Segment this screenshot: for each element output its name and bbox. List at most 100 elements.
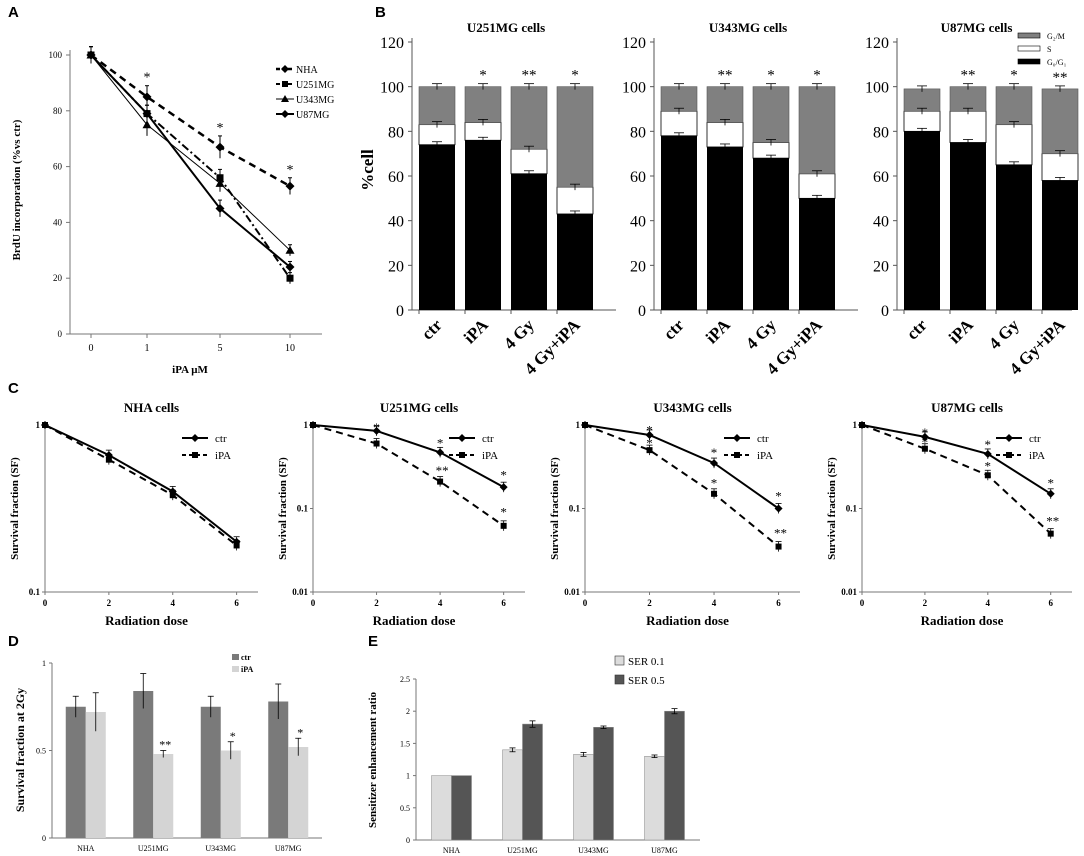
c-y-axis-title: Survival fraction (SF) [549, 457, 561, 560]
c-subplot-title: U251MG cells [380, 400, 458, 415]
d-legend-label: ctr [241, 653, 251, 662]
c-point-iPA [775, 543, 782, 550]
a-series-line-NHA [90, 53, 291, 188]
a-y-tick-label: 0 [58, 329, 63, 339]
b-y-tick-label: 20 [873, 258, 889, 275]
b-y-tick-label: 100 [622, 80, 646, 97]
d-legend-swatch [232, 666, 239, 672]
d-bar-iPA [288, 747, 309, 838]
c-x-tick-label: 4 [438, 598, 443, 608]
b-y-tick-label: 0 [881, 303, 889, 320]
b-legend-label: G₀/G₁ [1047, 58, 1067, 67]
c-significance-star: * [437, 436, 444, 451]
c-legend-label: ctr [215, 433, 227, 445]
c-point-iPA [711, 490, 718, 497]
e-bar-SER-0.1 [644, 756, 665, 841]
c-x-tick-label: 4 [170, 598, 175, 608]
e-bar-SER-0.5 [593, 727, 614, 841]
c-x-tick-label: 0 [311, 598, 316, 608]
c-series-line-ctr [861, 424, 1052, 495]
b-significance-star: ** [718, 68, 733, 84]
b-significance-star: * [571, 68, 579, 84]
b-bar-g2m [995, 86, 1033, 125]
a-point-U87MG [285, 262, 295, 272]
c-significance-star: ** [774, 526, 787, 541]
b-x-tick-label: ctr [660, 315, 688, 343]
c-significance-star: * [711, 445, 718, 460]
a-x-tick-label: 1 [145, 343, 150, 354]
c-legend-label: ctr [1029, 433, 1041, 445]
c-point-iPA [859, 422, 865, 428]
a-x-tick-label: 5 [218, 343, 223, 354]
c-legend-marker [458, 434, 466, 442]
b-bar-g0g1 [996, 164, 1032, 310]
a-legend-marker [281, 110, 289, 118]
d-x-tick-label: U251MG [138, 844, 169, 853]
c-point-iPA [310, 422, 316, 428]
a-y-tick-label: 40 [53, 217, 63, 227]
b-significance-star: ** [522, 68, 537, 84]
c-x-axis-title: Radiation dose [646, 613, 729, 628]
c-significance-star: * [985, 437, 992, 452]
c-x-tick-label: 0 [43, 598, 48, 608]
a-point-NHA [142, 92, 152, 102]
e-y-tick-label: 0.5 [400, 804, 410, 813]
a-legend-marker [281, 95, 289, 102]
e-x-tick-label: U343MG [578, 846, 609, 855]
a-point-U87MG [215, 203, 225, 213]
c-x-axis-title: Radiation dose [105, 613, 188, 628]
a-series-line-U251MG [90, 54, 291, 279]
b-significance-star: * [479, 68, 487, 84]
a-point-U87MG [142, 109, 152, 119]
b-bar-g0g1 [419, 144, 455, 310]
b-y-tick-label: 80 [873, 124, 889, 141]
c-point-iPA [500, 522, 507, 529]
c-series-line-iPA [44, 424, 238, 547]
c-point-ctr [774, 504, 783, 513]
c-y-tick-label: 0.1 [297, 504, 309, 514]
b-bar-g0g1 [707, 146, 743, 310]
b-bar-g2m [556, 86, 594, 188]
b-subplot-title: U251MG cells [467, 20, 545, 35]
e-legend-swatch [614, 674, 625, 685]
a-significance-star: * [144, 71, 151, 86]
a-significance-star: * [287, 163, 294, 178]
c-legend-label: iPA [757, 450, 773, 462]
c-significance-star: * [500, 504, 507, 519]
b-y-tick-label: 60 [873, 169, 889, 186]
c-legend-marker [1006, 452, 1012, 458]
e-bar-SER-0.5 [664, 710, 685, 841]
c-point-iPA [437, 478, 444, 485]
b-bar-s [949, 110, 987, 143]
c-x-axis-title: Radiation dose [921, 613, 1004, 628]
c-subplot-title: U87MG cells [931, 400, 1003, 415]
b-legend-label: S [1047, 45, 1051, 54]
c-x-tick-label: 0 [860, 598, 865, 608]
e-bar-SER-0.5 [451, 775, 472, 841]
b-bar-g2m [706, 86, 744, 123]
c-y-tick-label: 0.1 [29, 587, 41, 597]
c-y-tick-label: 0.01 [841, 587, 857, 597]
c-legend-label: iPA [482, 450, 498, 462]
c-point-ctr [372, 426, 381, 435]
panel-label-d: D [8, 633, 19, 650]
b-x-tick-label: 4 Gy [985, 315, 1023, 353]
c-point-iPA [105, 456, 112, 463]
c-y-tick-label: 1 [576, 420, 581, 430]
e-x-tick-label: U251MG [507, 846, 538, 855]
c-significance-star: ** [436, 463, 449, 478]
d-bar-ctr [200, 706, 221, 838]
a-legend-label: U343MG [296, 95, 334, 106]
c-legend-marker [734, 452, 740, 458]
c-y-tick-label: 0.1 [569, 504, 581, 514]
b-bar-g0g1 [753, 158, 789, 310]
c-y-axis-title: Survival fraction (SF) [826, 457, 838, 560]
b-bar-s [995, 124, 1033, 166]
c-series-line-iPA [584, 424, 780, 548]
b-x-tick-label: 4 Gy [742, 315, 780, 353]
a-y-axis-title: BrdU incorporation (%vs ctr) [11, 119, 23, 260]
b-y-tick-label: 80 [630, 124, 646, 141]
b-bar-g0g1 [557, 213, 593, 310]
c-x-tick-label: 4 [986, 598, 991, 608]
a-point-U87MG [86, 50, 96, 60]
